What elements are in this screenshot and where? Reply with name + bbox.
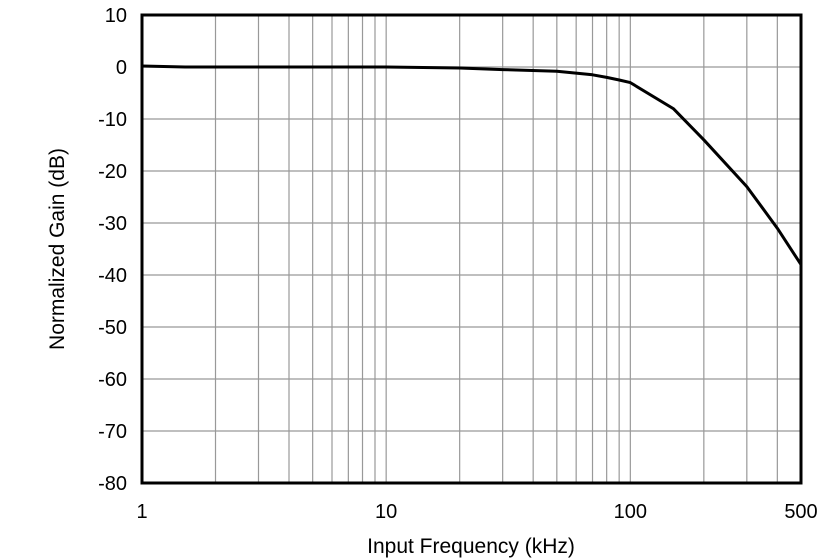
x-tick-label: 1: [136, 501, 147, 523]
gain-curve: [141, 64, 803, 266]
grid-lines: [142, 15, 801, 483]
y-tick-label: 10: [105, 5, 127, 27]
y-tick-label: -40: [98, 265, 127, 287]
y-tick-label: -30: [98, 213, 127, 235]
y-tick-label: -70: [98, 421, 127, 443]
x-axis-label: Input Frequency (kHz): [367, 535, 575, 558]
y-axis-ticks: 10 0 -10 -20 -30 -40 -50 -60 -70 -80: [98, 5, 127, 495]
y-axis-label: Normalized Gain (dB): [46, 148, 69, 350]
y-tick-label: -20: [98, 161, 127, 183]
plot-frame: [140, 13, 803, 485]
y-tick-label: -50: [98, 317, 127, 339]
x-tick-label: 500: [784, 501, 817, 523]
y-tick-label: 0: [116, 57, 127, 79]
x-tick-label: 100: [614, 501, 647, 523]
x-tick-label: 10: [375, 501, 397, 523]
y-tick-label: -10: [98, 109, 127, 131]
x-axis-ticks: 1 10 100 500: [136, 501, 817, 523]
y-tick-label: -60: [98, 369, 127, 391]
y-tick-label: -80: [98, 473, 127, 495]
gain-series-line: [141, 64, 803, 266]
